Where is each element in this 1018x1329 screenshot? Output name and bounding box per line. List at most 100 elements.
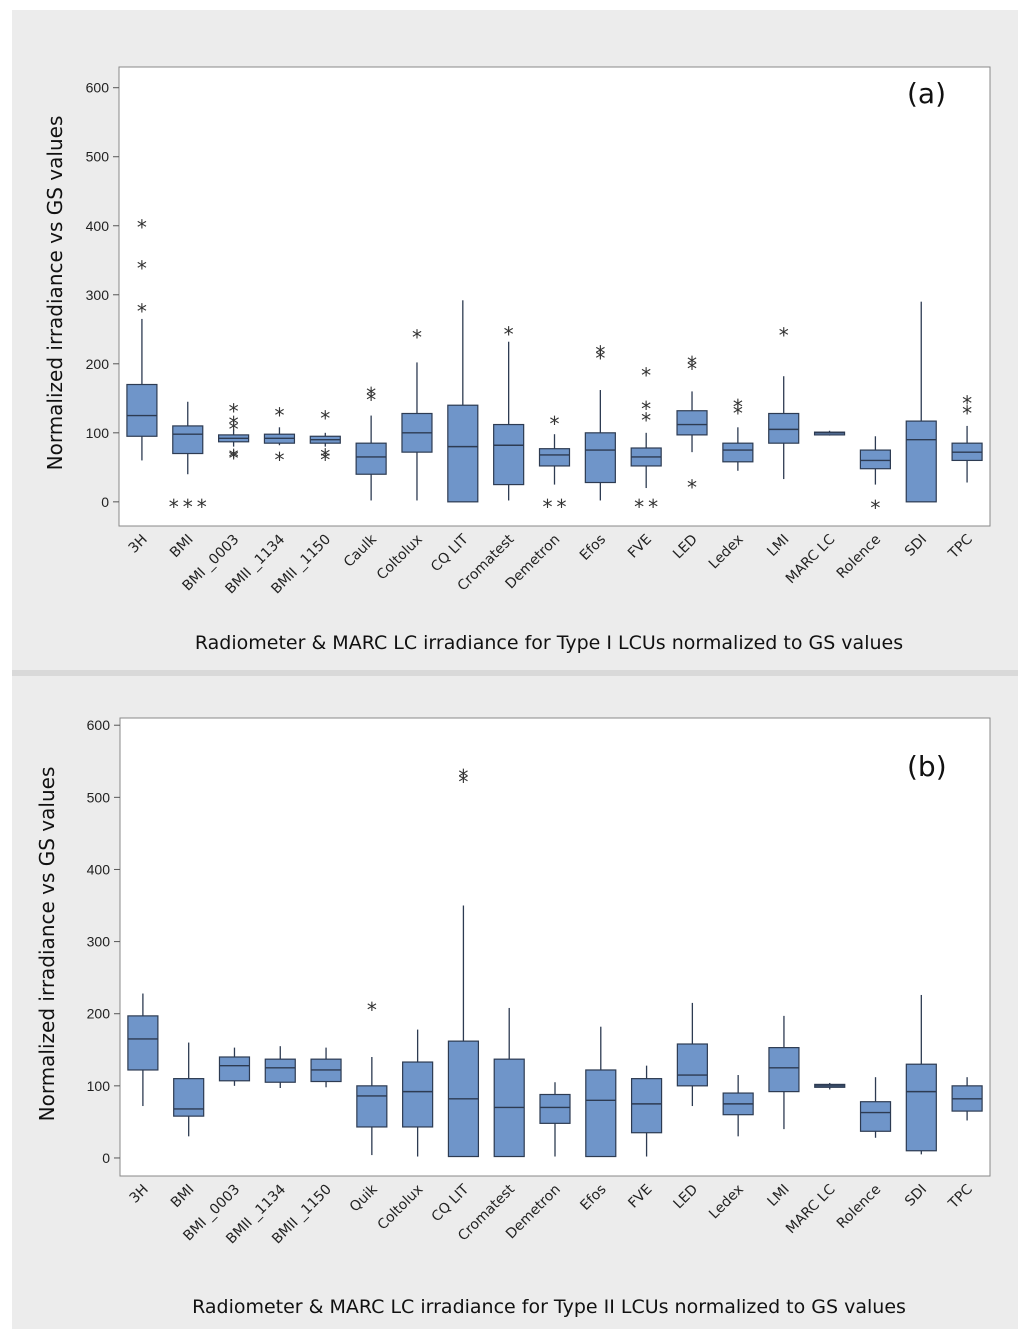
outlier-marker: * [543, 495, 553, 519]
x-category-label: Coltolux [374, 532, 426, 584]
y-tick-label: 600 [87, 717, 111, 733]
y-tick-label: 600 [86, 80, 110, 96]
outlier-marker: * [197, 495, 207, 519]
box-coltolux: * [401, 326, 433, 501]
outlier-marker: * [367, 998, 377, 1022]
box-bmii-1134 [264, 1046, 296, 1089]
y-tick-label: 400 [86, 218, 110, 234]
y-tick-label: 500 [87, 789, 111, 805]
x-category-label: Rolence [834, 532, 884, 582]
y-tick-label: 300 [87, 934, 111, 950]
outlier-marker: * [169, 495, 179, 519]
box-ledex [722, 1075, 754, 1137]
iqr-box [585, 1069, 617, 1158]
y-axis-title: Normalized irradiance vs GS values [35, 767, 59, 1122]
panel-label: (a) [907, 77, 946, 110]
outlier-marker: * [648, 495, 658, 519]
outlier-marker: * [962, 402, 972, 426]
outlier-marker: * [962, 391, 972, 415]
iqr-box [447, 404, 479, 503]
y-tick-label: 200 [86, 356, 110, 372]
iqr-box [402, 1061, 434, 1128]
outlier-marker: * [458, 765, 468, 789]
outlier-marker: * [458, 770, 468, 794]
x-category-label: 3H [126, 532, 151, 557]
outlier-marker: * [412, 326, 422, 350]
box-cq-lit: ** [447, 765, 480, 1158]
box-3h: * * * [126, 215, 158, 461]
outlier-marker: * [229, 412, 239, 436]
box-fve: * **** [630, 364, 662, 519]
x-category-label: MARC LC [783, 1181, 839, 1237]
iqr-box [768, 412, 800, 444]
outlier-marker: * [641, 397, 651, 421]
x-category-label: FVE [625, 532, 655, 562]
outlier-marker: * [557, 495, 567, 519]
box-bmii-1134: ** [263, 404, 296, 472]
outlier-marker: * [733, 402, 743, 426]
outlier-marker: * [687, 352, 697, 376]
iqr-box [127, 1015, 159, 1071]
panel-b: 0 100 200 300 400 500 600 * * * 3H BMI BMI _0003 BM… [12, 676, 1018, 1329]
x-category-label: BMI [167, 532, 197, 562]
box-ledex: ** [722, 395, 754, 471]
x-category-label: LED [670, 1182, 701, 1213]
box-demetron [539, 1082, 571, 1157]
outlier-marker: * [229, 400, 239, 424]
outlier-marker: * [550, 412, 560, 436]
iqr-box [905, 420, 937, 503]
box-bmii-1150: *** [309, 406, 341, 472]
iqr-box [218, 1056, 251, 1082]
x-category-label: LMI [764, 1182, 792, 1210]
iqr-box [584, 432, 616, 484]
y-tick-label: 0 [102, 1150, 110, 1166]
outlier-marker: * [504, 322, 514, 346]
box-rolence [859, 1077, 892, 1138]
box-bmi [173, 1042, 205, 1137]
y-axis: 0 100 200 300 400 500 600 [86, 80, 119, 510]
box-tpc [951, 1077, 983, 1121]
outlier-marker: * [229, 445, 239, 469]
box-marc-lc [814, 1082, 846, 1090]
box-tpc: ** [951, 391, 983, 483]
outlier-marker: * [595, 346, 605, 370]
x-category-label: BMI [168, 1182, 198, 1212]
iqr-box [355, 442, 387, 475]
outlier-marker: * [320, 406, 330, 430]
iqr-box [630, 1078, 663, 1134]
y-tick-label: 200 [87, 1006, 111, 1022]
iqr-box [172, 425, 204, 455]
x-category-label: 3H [127, 1182, 152, 1207]
outlier-marker: * [137, 300, 147, 324]
x-axis-title: Radiometer & MARC LC irradiance for Type… [195, 632, 903, 654]
box-sdi [905, 301, 937, 503]
outlier-marker: * [641, 364, 651, 388]
box-rolence: * [859, 436, 891, 520]
y-axis-title: Normalized irradiance vs GS values [43, 116, 67, 471]
x-category-label: FVE [625, 1182, 655, 1212]
outlier-marker: * [183, 495, 193, 519]
x-category-label: Coltolux [375, 1182, 427, 1234]
outlier-marker: * [229, 447, 239, 471]
outlier-marker: * [320, 444, 330, 468]
panel-label: (b) [907, 750, 947, 783]
y-tick-label: 300 [86, 287, 110, 303]
outlier-marker: * [595, 342, 605, 366]
box-bmi-0003: ***** [218, 400, 250, 471]
x-category-label: Ledex [706, 1182, 747, 1223]
outlier-marker: * [366, 383, 376, 407]
iqr-box [676, 410, 708, 436]
iqr-box [356, 1085, 388, 1128]
box-3h [127, 993, 159, 1107]
box-lmi: * [768, 324, 800, 480]
outlier-marker: * [634, 495, 644, 519]
iqr-box [126, 383, 158, 437]
outlier-marker: * [870, 496, 880, 520]
x-category-label: Rolence [834, 1182, 884, 1232]
box-quik: * [356, 998, 388, 1156]
x-category-label: Efos [577, 532, 609, 564]
box-fve [630, 1065, 663, 1157]
